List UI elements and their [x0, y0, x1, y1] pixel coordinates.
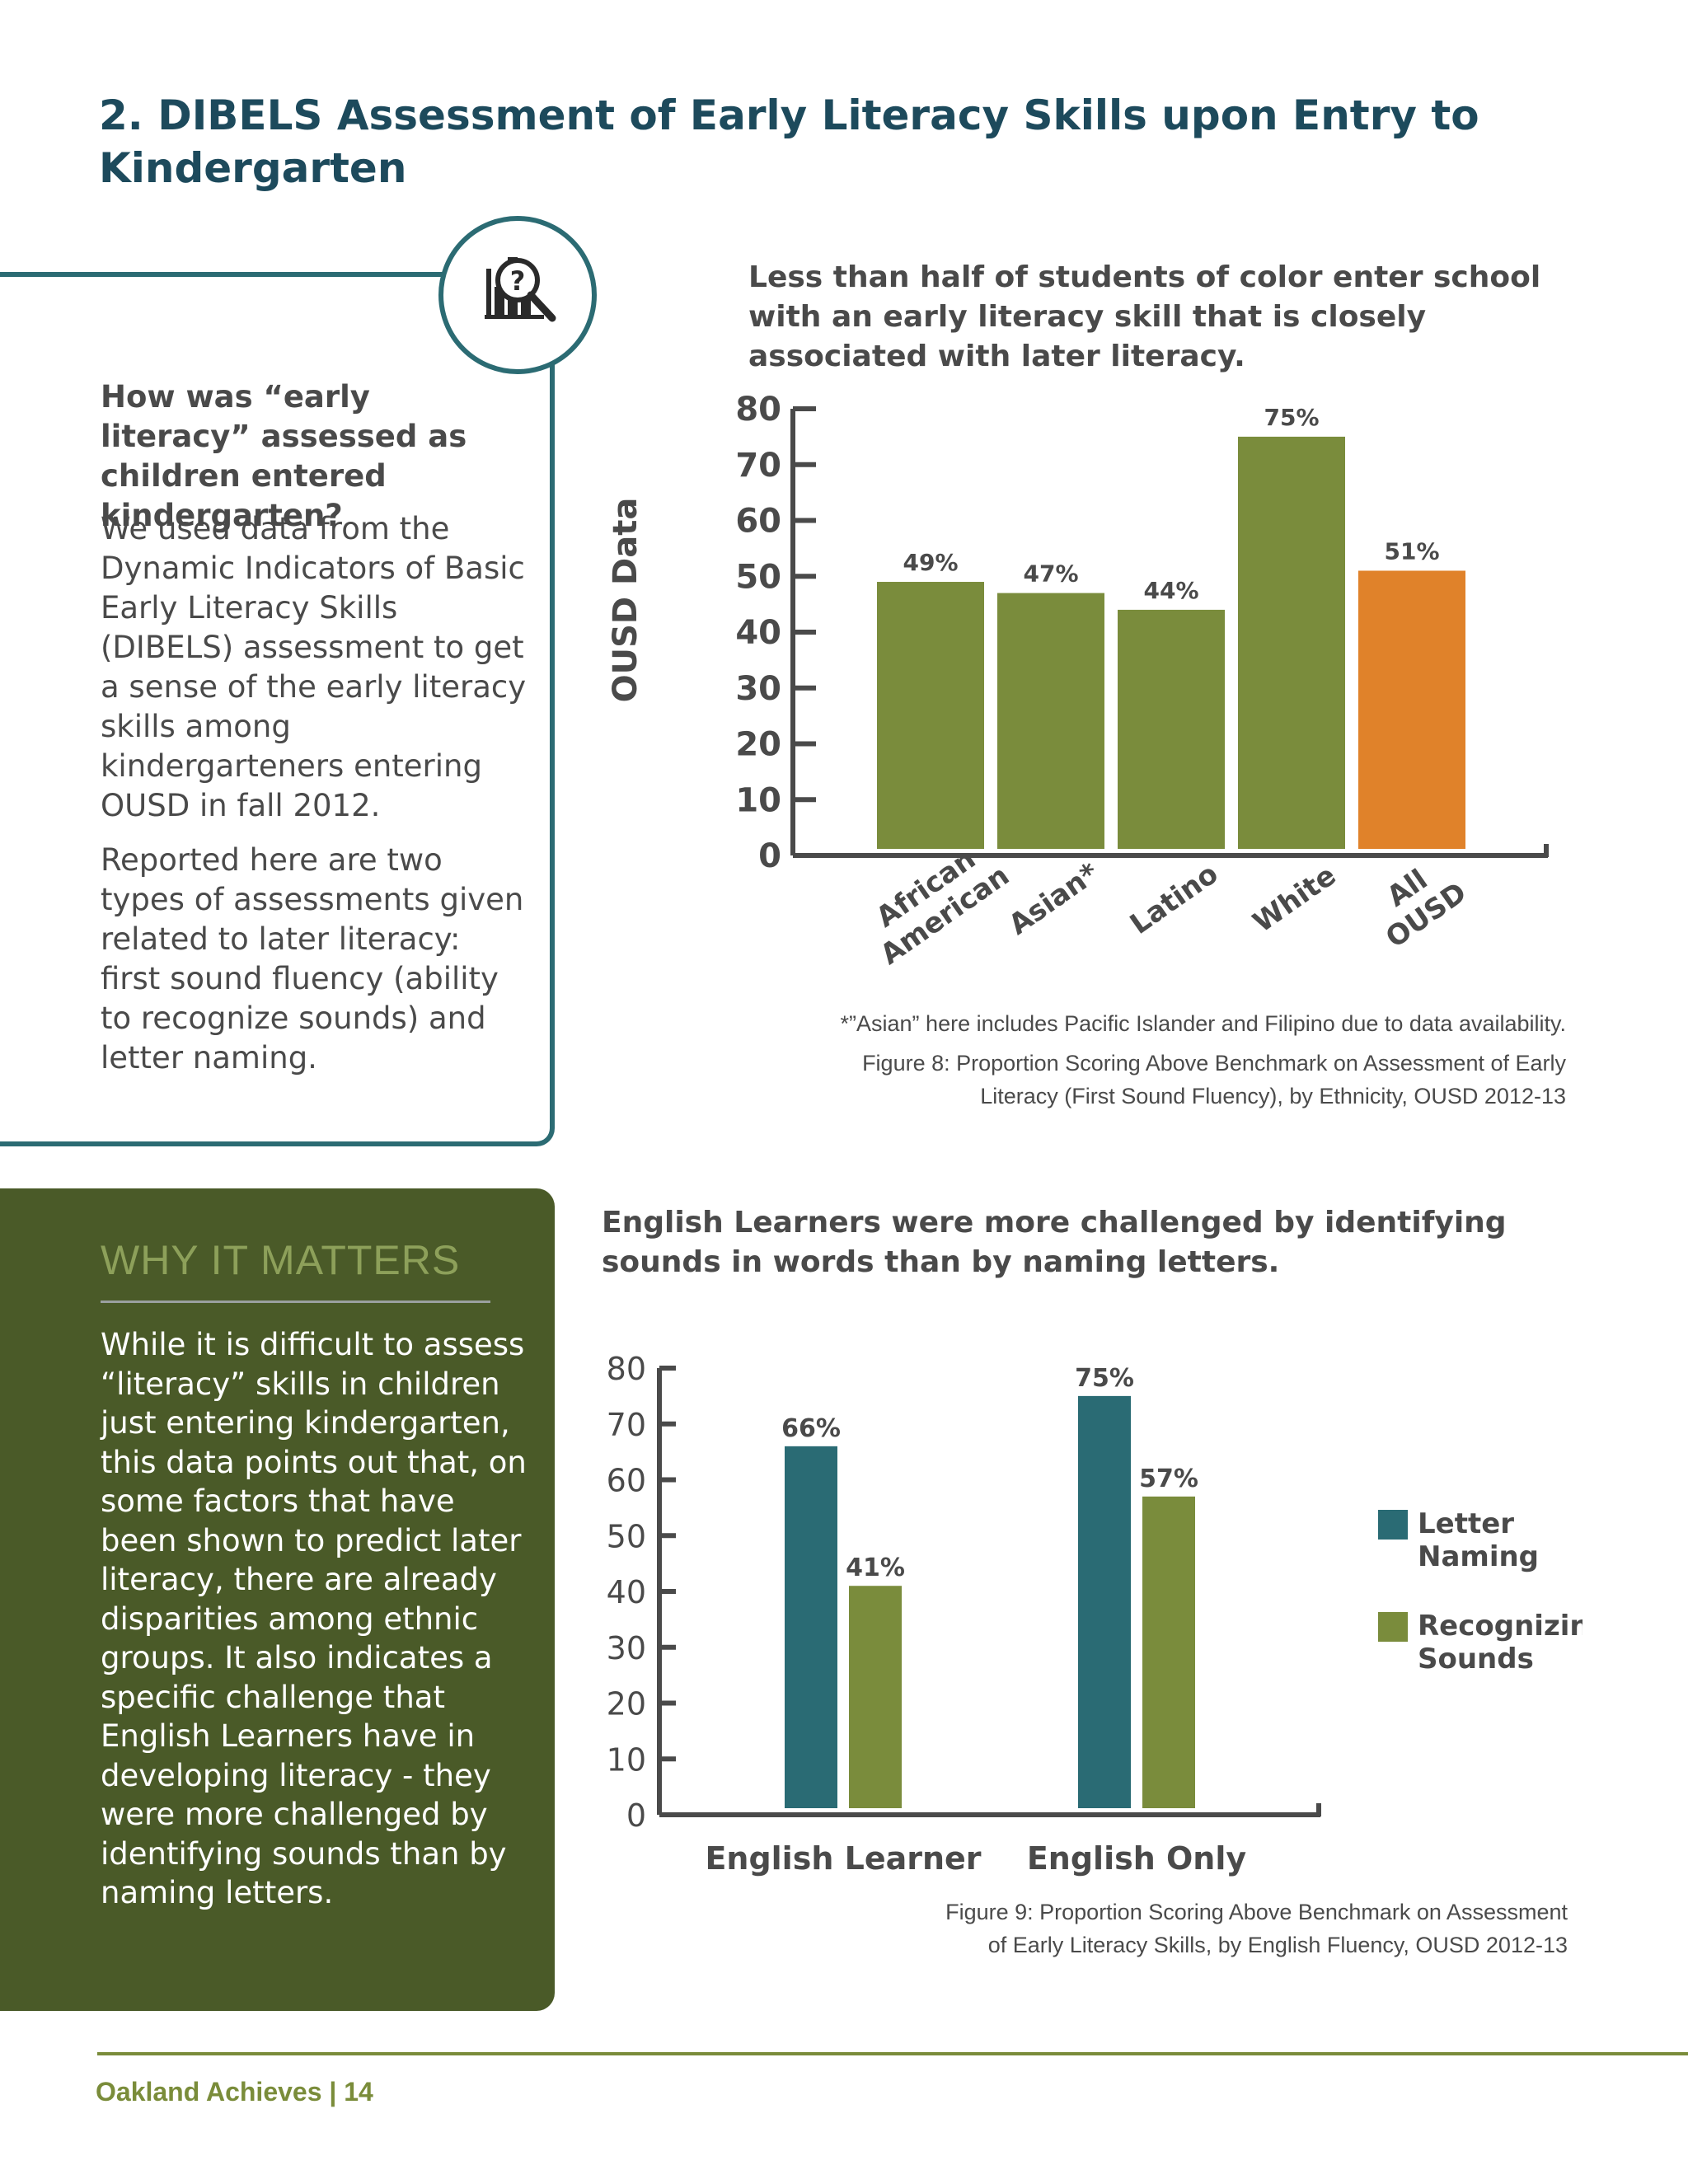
svg-text:?: ? [510, 265, 526, 297]
y-tick-label: 80 [735, 391, 781, 429]
box-top-border [0, 272, 449, 277]
footer-rule [97, 2052, 1688, 2055]
y-tick-label: 10 [735, 781, 781, 819]
data-label: 51% [1384, 537, 1439, 565]
figure9-headline: English Learners were more challenged by… [602, 1206, 1507, 1279]
bar-recognizing-sounds [1142, 1496, 1195, 1808]
chart-magnifier-icon: ? [485, 257, 556, 322]
figure8-chart: 0 10 20 30 40 50 60 70 80 OUSD Data 49% 47% 44% 75% 5… [607, 391, 1549, 972]
y-tick-label: 30 [607, 1630, 646, 1666]
why-it-matters-panel [0, 1188, 555, 2011]
bar-african-american [877, 582, 984, 849]
bar-recognizing-sounds [849, 1586, 902, 1808]
legend-label: RecognizingSounds [1418, 1610, 1582, 1675]
bar-latino [1118, 609, 1225, 849]
data-label: 75% [1264, 404, 1319, 431]
y-tick-label: 10 [607, 1741, 646, 1778]
legend-label: Letter Naming [1418, 1507, 1539, 1573]
x-tick-label: AllOUSD [1361, 849, 1472, 954]
bar-white [1238, 436, 1345, 849]
figure9-chart: 0 10 20 30 40 50 60 70 80 66% 41% 75% 57% English L… [607, 1351, 1582, 1877]
figure9-caption-line1: Figure 9: Proportion Scoring Above Bench… [945, 1900, 1568, 1924]
y-tick-label: 50 [607, 1518, 646, 1554]
x-tick-label: Latino [1124, 857, 1224, 941]
figure8-caption-line2: Literacy (First Sound Fluency), by Ethni… [980, 1084, 1566, 1108]
y-tick-label: 20 [607, 1686, 646, 1722]
data-label: 44% [1143, 577, 1198, 604]
data-label: 75% [1075, 1364, 1134, 1393]
sidebar-question: How was “early literacy” assessed as chi… [101, 379, 467, 533]
y-tick-label: 70 [607, 1407, 646, 1443]
y-tick-label: 40 [607, 1574, 646, 1610]
bar-letter-naming [1078, 1395, 1131, 1808]
icon-circle: ? [438, 216, 597, 374]
y-tick-label: 60 [607, 1463, 646, 1499]
why-divider [101, 1301, 490, 1303]
data-label: 41% [846, 1554, 905, 1582]
y-axis-title: OUSD Data [607, 498, 645, 703]
x-tick-label: Asian* [1003, 856, 1105, 942]
sidebar-paragraph-2: Reported here are two types of assessmen… [101, 842, 524, 1076]
x-tick-label: English Only [1027, 1840, 1247, 1877]
y-tick-label: 60 [735, 503, 781, 541]
legend-swatch [1378, 1510, 1408, 1540]
figure8-headline: Less than half of students of color ente… [748, 260, 1541, 373]
y-tick-label: 0 [758, 837, 781, 875]
x-tick-label: English Learner [705, 1840, 981, 1877]
page-title: 2. DIBELS Assessment of Early Literacy S… [99, 91, 1479, 192]
data-label: 66% [781, 1414, 841, 1443]
y-tick-label: 30 [735, 670, 781, 708]
y-tick-label: 0 [626, 1797, 646, 1834]
bar-asian- [997, 593, 1104, 849]
y-tick-label: 70 [735, 447, 781, 485]
y-tick-label: 50 [735, 558, 781, 596]
bar-all-ousd [1358, 570, 1465, 849]
data-label: 57% [1139, 1465, 1198, 1493]
why-it-matters-title: WHY IT MATTERS [101, 1237, 461, 1283]
y-tick-label: 80 [607, 1351, 646, 1387]
sidebar-paragraph-1: We used data from the Dynamic Indicators… [101, 511, 527, 823]
data-label: 47% [1023, 560, 1078, 588]
y-tick-label: 20 [735, 726, 781, 764]
figure9-caption-line2: of Early Literacy Skills, by English Flu… [987, 1933, 1568, 1957]
figure8-footnote: *”Asian” here includes Pacific Islander … [840, 1011, 1566, 1036]
why-it-matters-text: While it is difficult to assess “literac… [101, 1327, 527, 1910]
info-box [0, 274, 555, 1146]
x-tick-label: White [1247, 859, 1342, 939]
bar-letter-naming [785, 1446, 837, 1808]
footer-text: Oakland Achieves | 14 [96, 2077, 373, 2107]
figure8-caption-line1: Figure 8: Proportion Scoring Above Bench… [862, 1051, 1566, 1076]
legend-swatch [1378, 1612, 1408, 1642]
y-tick-label: 40 [735, 614, 781, 652]
data-label: 49% [903, 549, 958, 576]
